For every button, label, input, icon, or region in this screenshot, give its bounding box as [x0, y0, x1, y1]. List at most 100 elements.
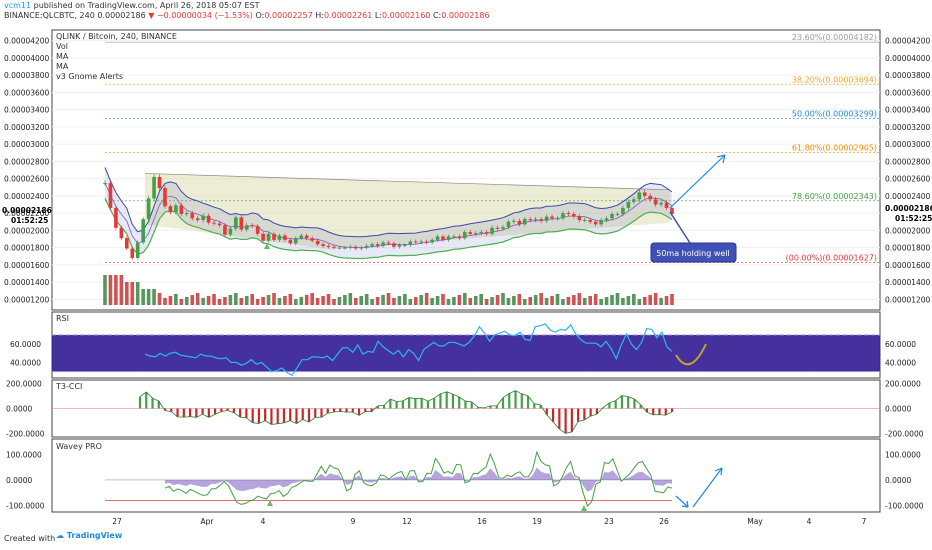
y-tick-right: 0.00002600 [885, 175, 931, 184]
volume-bar [561, 299, 565, 305]
candle-body [217, 223, 222, 226]
y-tick-left: 0.00001200 [4, 295, 50, 304]
candle-body [163, 188, 167, 207]
cci-tick-right: -200.0000 [885, 429, 924, 438]
volume-bar [326, 294, 331, 305]
candle-body [190, 213, 195, 219]
rsi-tick-left: 40.0000 [10, 358, 41, 367]
volume-bar [512, 296, 516, 305]
volume-bar [544, 298, 549, 305]
alert-triangle-icon [581, 505, 587, 511]
volume-bar [283, 296, 287, 305]
volume-bar [343, 295, 347, 305]
y-tick-left: 0.00002200 [4, 209, 50, 218]
open-value: 0.00002257 [264, 11, 313, 20]
publish-info: published on TradingView.com, April 26, … [33, 1, 260, 10]
volume-bar [212, 294, 216, 305]
wavey-tick-right: 100.0000 [885, 450, 921, 459]
wavey-line [164, 450, 673, 508]
volume-bar [637, 299, 642, 305]
volume-bar [321, 296, 325, 305]
symbol-label: BINANCE:QLCBTC, 240 [4, 11, 95, 20]
volume-bar [364, 294, 369, 305]
tradingview-brand: TradingView [66, 531, 123, 540]
author-name[interactable]: vcm11 [4, 1, 32, 10]
y-tick-right: 0.00004000 [885, 54, 931, 63]
candle-body [424, 241, 429, 243]
price-change: −0.00000034 (−1.53%) [156, 11, 253, 20]
candle-body [103, 182, 107, 184]
candle-body [381, 242, 385, 246]
volume-bar [539, 293, 543, 305]
rsi-projection-curve [675, 343, 707, 366]
volume-bar [473, 296, 478, 305]
countdown-label: 01:52:25 [895, 214, 932, 223]
candle-body [310, 238, 314, 241]
candle-body [184, 213, 189, 215]
candle-body [599, 220, 603, 225]
y-tick-right: 0.00002000 [885, 226, 931, 235]
tradingview-logo[interactable]: ☁ TradingView [56, 531, 123, 540]
rsi-tick-right: 40.0000 [885, 358, 916, 367]
y-tick-right: 0.00002400 [885, 192, 931, 201]
candle-body [114, 207, 118, 228]
y-tick-left: 0.00002000 [4, 226, 50, 235]
candle-body [168, 206, 173, 213]
rsi-tick-right: 60.0000 [885, 340, 916, 349]
candle-body [550, 216, 554, 219]
wavey-pane-frame [51, 438, 881, 513]
x-tick-label: 26 [659, 517, 669, 526]
x-tick-label: 7 [862, 517, 867, 526]
volume-bar [610, 295, 614, 305]
volume-bar [604, 297, 609, 305]
y-tick-left: 0.00003600 [4, 88, 50, 97]
rsi-band-fill [52, 334, 880, 372]
candle-body [452, 236, 456, 238]
candle-body [212, 222, 216, 224]
rsi-title: RSI [56, 314, 69, 323]
alert-triangle-icon [267, 500, 273, 506]
y-tick-right: 0.00001200 [885, 295, 931, 304]
candle-body [386, 242, 391, 244]
volume-bar [441, 294, 445, 305]
volume-bar [615, 293, 620, 305]
volume-bar [146, 289, 151, 305]
volume-bar [114, 275, 118, 305]
volume-bar [157, 293, 162, 305]
volume-bar [430, 298, 434, 305]
arrowhead-down-icon [681, 500, 689, 508]
candle-body [299, 235, 304, 239]
y-tick-left: 0.00004200 [4, 37, 50, 46]
footer: Created with ☁ TradingView [0, 528, 932, 550]
rsi-tick-left: 60.0000 [10, 340, 41, 349]
candle-body [332, 246, 336, 248]
x-tick-label: 12 [402, 517, 412, 526]
high-value: 0.00002261 [323, 11, 373, 20]
volume-bar [288, 294, 293, 305]
candle-body [223, 225, 227, 235]
fib-level-label: 38.20%(0.00003694) [792, 75, 877, 84]
candle-body [430, 239, 434, 243]
cci-line [139, 390, 673, 434]
volume-bar [304, 295, 309, 305]
triangle-upper-line [144, 173, 671, 191]
y-tick-left: 0.00003400 [4, 106, 50, 115]
volume-bar [403, 294, 407, 305]
candle-body [473, 232, 478, 234]
candle-body [637, 192, 642, 200]
volume-bar [522, 299, 527, 305]
volume-bar [413, 297, 418, 305]
candle-body [457, 236, 462, 239]
open-label: O: [255, 11, 265, 20]
volume-bar [348, 293, 353, 305]
candle-body [528, 219, 533, 221]
candle-body [315, 240, 320, 245]
candle-body [561, 213, 565, 219]
x-tick-label: 27 [112, 517, 122, 526]
cci-tick-left: -200.0000 [6, 429, 45, 438]
bollinger-upper-line [104, 167, 673, 238]
y-tick-left: 0.00001800 [4, 244, 50, 253]
y-tick-right: 0.00001400 [885, 278, 931, 287]
volume-bar [670, 294, 674, 305]
trading-chart[interactable]: 23.60%(0.00004182) 38.20%(0.00003694) 50.0… [0, 0, 932, 528]
